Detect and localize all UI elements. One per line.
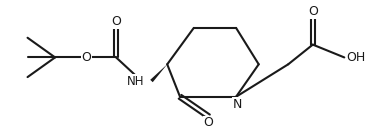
Text: OH: OH (346, 51, 365, 64)
Text: O: O (111, 15, 121, 28)
Text: N: N (232, 98, 242, 111)
Polygon shape (150, 64, 167, 82)
Text: O: O (204, 116, 213, 129)
Text: O: O (82, 51, 92, 64)
Text: NH: NH (127, 74, 145, 88)
Text: O: O (308, 5, 318, 18)
